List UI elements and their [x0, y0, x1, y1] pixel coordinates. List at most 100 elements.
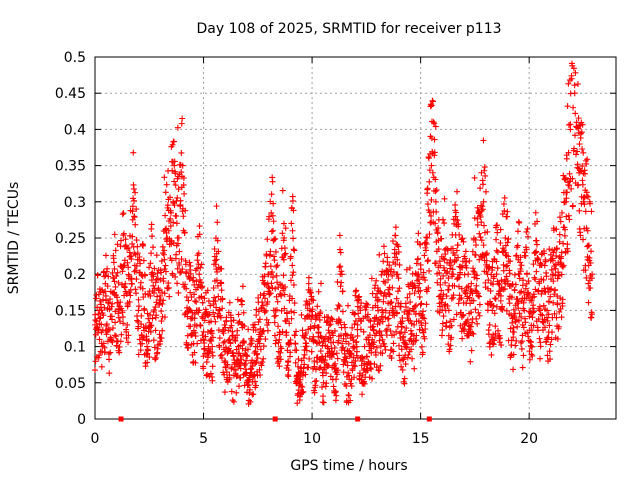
data-point [299, 383, 306, 390]
data-point [386, 262, 393, 269]
data-point [584, 242, 591, 249]
data-point [497, 226, 504, 233]
data-point [312, 366, 319, 373]
data-point [120, 210, 127, 217]
data-point [291, 300, 298, 307]
data-point [217, 314, 224, 321]
data-point [531, 293, 538, 300]
data-point [268, 191, 275, 198]
data-point [339, 288, 346, 295]
data-point [433, 187, 440, 194]
data-point [111, 265, 118, 272]
data-point [196, 271, 203, 278]
data-point [181, 229, 188, 236]
data-point [340, 369, 347, 376]
data-point [442, 279, 449, 286]
data-point [423, 301, 430, 308]
data-point [413, 332, 420, 339]
data-point [558, 209, 565, 216]
data-point [243, 357, 250, 364]
data-point [267, 263, 274, 270]
data-point [422, 325, 429, 332]
data-point [300, 355, 307, 362]
data-point [460, 312, 467, 319]
data-point [398, 363, 405, 370]
data-point [311, 389, 318, 396]
data-point [533, 268, 540, 275]
data-point [233, 346, 240, 353]
data-point [447, 318, 454, 325]
data-point [208, 338, 215, 345]
data-point [585, 242, 592, 249]
data-point [144, 343, 151, 350]
data-point [310, 297, 317, 304]
data-point [501, 207, 508, 214]
data-point [556, 308, 563, 315]
data-point [352, 288, 359, 295]
data-point [388, 266, 395, 273]
data-point [395, 288, 402, 295]
data-point [541, 262, 548, 269]
data-point [425, 155, 432, 162]
data-point [439, 216, 446, 223]
data-point [568, 185, 575, 192]
data-point [95, 311, 102, 318]
data-point [107, 336, 114, 343]
data-point [140, 242, 147, 249]
data-point [534, 218, 541, 225]
data-point [156, 331, 163, 338]
data-point [480, 181, 487, 188]
data-point [384, 326, 391, 333]
data-point [385, 315, 392, 322]
data-point [161, 174, 168, 181]
data-point [254, 350, 261, 357]
data-point [567, 126, 574, 133]
data-point [186, 259, 193, 266]
data-point [440, 255, 447, 262]
data-point [381, 289, 388, 296]
data-point [422, 247, 429, 254]
data-point [476, 312, 483, 319]
data-point [104, 283, 111, 290]
data-point [270, 200, 277, 207]
data-point [463, 300, 470, 307]
data-point [98, 301, 105, 308]
data-point [380, 298, 387, 305]
data-point [339, 308, 346, 315]
data-point [203, 308, 210, 315]
data-point [472, 252, 479, 259]
data-point [138, 312, 145, 319]
data-point [162, 268, 169, 275]
data-point [270, 253, 277, 260]
data-point [317, 309, 324, 316]
data-point [209, 343, 216, 350]
data-point [154, 293, 161, 300]
data-point [520, 299, 527, 306]
data-point [350, 362, 357, 369]
data-point [564, 103, 571, 110]
data-point [158, 308, 165, 315]
data-point [494, 229, 501, 236]
data-point [458, 294, 465, 301]
data-point [264, 327, 271, 334]
data-point [382, 346, 389, 353]
data-point [262, 260, 269, 267]
data-point [364, 301, 371, 308]
data-point [565, 149, 572, 156]
data-point [563, 198, 570, 205]
data-point [121, 284, 128, 291]
data-point [192, 333, 199, 340]
data-point [290, 246, 297, 253]
data-point [214, 237, 221, 244]
data-point [380, 258, 387, 265]
data-point [588, 248, 595, 255]
data-point [255, 319, 262, 326]
data-point [161, 256, 168, 263]
data-point [102, 252, 109, 259]
data-point [248, 365, 255, 372]
data-point [292, 359, 299, 366]
data-point [432, 188, 439, 195]
data-point [155, 287, 162, 294]
data-point [118, 331, 125, 338]
data-point [191, 349, 198, 356]
